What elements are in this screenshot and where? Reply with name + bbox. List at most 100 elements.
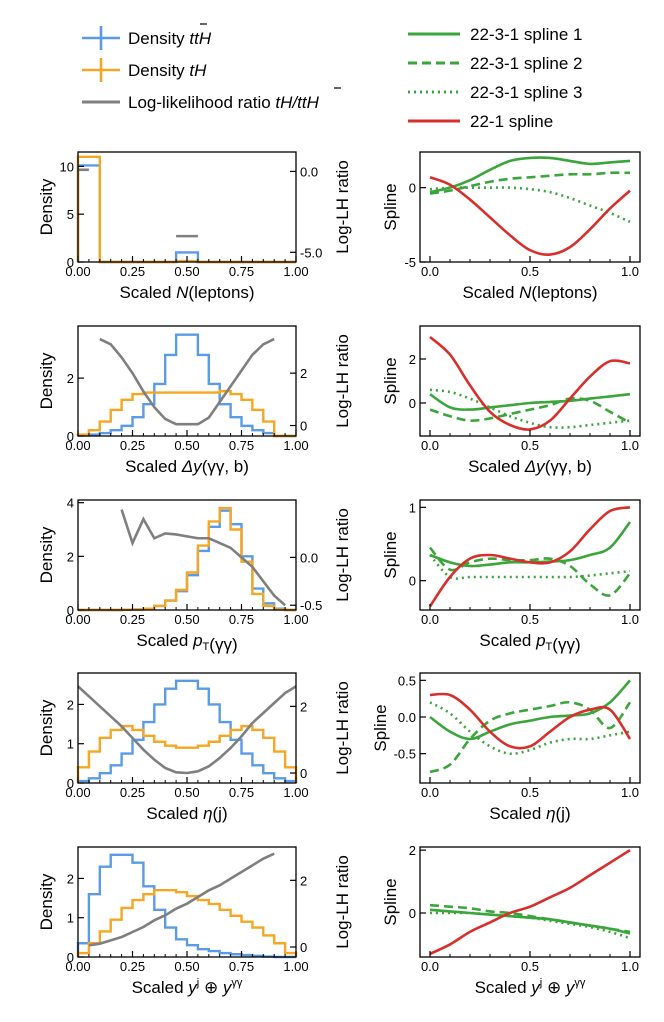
row2-left-xtick-label: 0.75 xyxy=(229,438,254,453)
row3-right-panel xyxy=(419,499,641,611)
row1-spline-xtick-label: 0.0 xyxy=(421,264,439,279)
row4-right-ytick-label: 2 xyxy=(300,699,307,714)
row1-left-panel xyxy=(76,151,297,264)
row3-ylabel-logratio: Log-LH ratio xyxy=(333,508,352,602)
row5-left-xtick-label: 0.50 xyxy=(174,959,199,974)
row5-spline-s2 xyxy=(429,903,631,934)
row2-left-ytick-label: 0 xyxy=(67,429,74,444)
row1-spline-s1 xyxy=(429,156,631,194)
row5-left-panel xyxy=(76,846,298,959)
row2-spline-xtick-label: 0.0 xyxy=(421,438,439,453)
row2-left-xlabel: Scaled Δy(γγ, b) xyxy=(125,457,249,476)
row3-right-ytick-label: 0.0 xyxy=(300,550,318,565)
row5-left-ytick-label: 2 xyxy=(67,871,74,886)
row3-ylabel-density: Density xyxy=(37,526,56,583)
row4-hist-th xyxy=(76,724,298,783)
row3-left-ytick-label: 0 xyxy=(67,603,74,618)
row1-ylabel-logratio: Log-LH ratio xyxy=(333,160,352,254)
row5-left-xlabel: Scaled yj ⊕ yγγ xyxy=(132,977,243,997)
row1-left-ytick-label: 0 xyxy=(67,255,74,270)
legend-s1-label: 22-3-1 spline 1 xyxy=(470,25,582,44)
row3-right-xlabel: Scaled pT(γγ) xyxy=(479,631,580,654)
row1-right-panel xyxy=(419,151,641,263)
row2-spline-s1 xyxy=(429,392,631,411)
row2-spline-s2 xyxy=(429,397,631,424)
row5-left-xtick-label: 0.25 xyxy=(120,959,145,974)
row3-llr-line xyxy=(120,509,286,607)
row5-spline-ytick-label: 2 xyxy=(409,843,416,858)
row5-ylabel-density: Density xyxy=(37,873,56,930)
row4-spline-xtick-label: 0.0 xyxy=(421,785,439,800)
row2-spline-xtick-label: 0.5 xyxy=(521,438,539,453)
row3-right-ytick-label: -0.5 xyxy=(300,598,322,613)
row5-spline-xtick-label: 0.0 xyxy=(421,959,439,974)
row1-spline-s3 xyxy=(429,186,631,224)
row1-spline-s221 xyxy=(429,176,631,256)
row1-spline-xtick-label: 1.0 xyxy=(621,264,639,279)
row3-spline-s221 xyxy=(428,506,631,608)
row4-right-xlabel: Scaled η(j) xyxy=(489,804,570,823)
row4-right-ytick-label: 0 xyxy=(300,766,307,781)
row4-left-xtick-label: 0.50 xyxy=(174,785,199,800)
row4-spline-s2 xyxy=(429,700,632,774)
row1-left-xtick-label: 0.25 xyxy=(120,264,145,279)
row1-right-ytick-label: 0.0 xyxy=(300,164,318,179)
row4-spline-ytick-label: -0.5 xyxy=(394,747,416,762)
legend-tth-label: Density ttH xyxy=(128,29,212,48)
legend-s3-label: 22-3-1 spline 3 xyxy=(470,83,582,102)
row5-spline-xtick-label: 0.5 xyxy=(521,959,539,974)
row4-hist-tth xyxy=(76,679,298,783)
row4-left-xtick-label: 0.00 xyxy=(65,785,90,800)
row5-ylabel-spline: Spline xyxy=(381,878,400,925)
row2-spline-s221 xyxy=(429,336,631,431)
row3-left-xtick-label: 1.00 xyxy=(283,612,308,627)
legend-s2-label: 22-3-1 spline 2 xyxy=(470,54,582,73)
row1-spline-s2 xyxy=(429,171,631,195)
row3-left-xtick-label: 0.00 xyxy=(65,612,90,627)
row3-spline-ytick-label: 0 xyxy=(409,574,416,589)
row4-left-xtick-label: 0.25 xyxy=(120,785,145,800)
row4-spline-xtick-label: 1.0 xyxy=(621,785,639,800)
row2-left-panel xyxy=(76,325,297,438)
row2-right-frame xyxy=(419,325,641,437)
row4-left-xlabel: Scaled η(j) xyxy=(146,804,227,823)
row4-left-ytick-label: 0 xyxy=(67,776,74,791)
row1-left-frame xyxy=(77,151,297,263)
row4-left-xtick-label: 0.75 xyxy=(229,785,254,800)
row5-spline-s1 xyxy=(429,908,631,935)
row2-ylabel-logratio: Log-LH ratio xyxy=(333,334,352,428)
legend-s221-label: 22-1 spline xyxy=(470,112,553,131)
row2-right-panel xyxy=(419,325,641,437)
row1-left-xtick-label: 1.00 xyxy=(283,264,308,279)
row5-right-xlabel: Scaled yj ⊕ yγγ xyxy=(475,977,586,997)
row5-left-ytick-label: 0 xyxy=(67,950,74,965)
row1-left-xtick-label: 0.00 xyxy=(65,264,90,279)
row1-ylabel-density: Density xyxy=(37,178,56,235)
row3-spline-xtick-label: 1.0 xyxy=(621,612,639,627)
row2-ylabel-density: Density xyxy=(37,352,56,409)
row5-spline-xtick-label: 1.0 xyxy=(621,959,639,974)
row5-left-xtick-label: 1.00 xyxy=(283,959,308,974)
row3-left-xtick-label: 0.25 xyxy=(120,612,145,627)
row3-spline-ytick-label: 1 xyxy=(409,500,416,515)
row5-spline-s221 xyxy=(429,849,631,956)
row5-ylabel-logratio: Log-LH ratio xyxy=(333,855,352,949)
row3-left-xtick-label: 0.75 xyxy=(229,612,254,627)
row5-hist-th xyxy=(76,889,298,957)
row3-left-panel xyxy=(77,499,297,612)
row2-hist-th xyxy=(76,389,296,438)
row5-left-ytick-label: 1 xyxy=(67,911,74,926)
row1-ylabel-spline: Spline xyxy=(381,183,400,230)
row5-left-xtick-label: 0.75 xyxy=(229,959,254,974)
row4-spline-ytick-label: 0.5 xyxy=(398,673,416,688)
row3-left-ytick-label: 4 xyxy=(67,496,74,511)
row4-spline-xtick-label: 0.5 xyxy=(521,785,539,800)
row4-left-panel xyxy=(76,672,298,784)
row5-spline-ytick-label: 0 xyxy=(409,906,416,921)
row3-left-xlabel: Scaled pT(γγ) xyxy=(136,631,237,654)
row1-hist-tth xyxy=(76,164,296,264)
row4-left-ytick-label: 2 xyxy=(67,697,74,712)
row4-spline-s221 xyxy=(429,692,632,750)
row2-left-xtick-label: 0.50 xyxy=(174,438,199,453)
